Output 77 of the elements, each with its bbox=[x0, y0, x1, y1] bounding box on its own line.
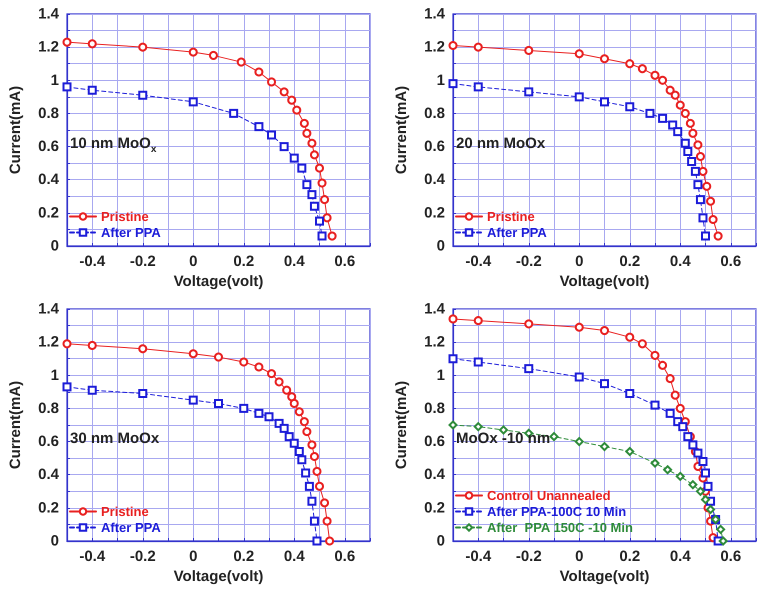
y-tick-label: 1.2 bbox=[38, 38, 59, 56]
annotation: 20 nm MoOx bbox=[456, 134, 546, 152]
x-tick-label: -0.2 bbox=[130, 253, 156, 270]
x-tick-label: -0.4 bbox=[79, 548, 106, 565]
legend-label: After PPA 150C -10 Min bbox=[487, 520, 633, 535]
y-tick-label: 1.4 bbox=[424, 300, 446, 318]
legend-label: Control Unannealed bbox=[487, 488, 611, 503]
x-tick-label: 0 bbox=[189, 253, 198, 270]
y-tick-label: 1.4 bbox=[424, 6, 446, 22]
x-tick-label: 0.6 bbox=[334, 253, 356, 270]
x-tick-label: 0.6 bbox=[334, 548, 356, 565]
x-tick-label: 0.2 bbox=[619, 253, 640, 270]
annotation: MoOx -10 nm bbox=[456, 430, 550, 447]
y-tick-label: 0 bbox=[50, 238, 59, 254]
y-tick-label: 0.2 bbox=[38, 499, 59, 516]
y-tick-label: 0.2 bbox=[38, 204, 59, 222]
y-axis-title: Current(mA) bbox=[393, 86, 410, 174]
y-tick-label: 1.2 bbox=[424, 334, 445, 351]
legend-label: After PPA-100C 10 Min bbox=[487, 504, 626, 519]
y-tick-label: 0.4 bbox=[38, 171, 60, 188]
x-tick-label: 0.6 bbox=[720, 548, 742, 565]
y-tick-label: 0 bbox=[436, 532, 445, 550]
legend-label: After PPA bbox=[101, 520, 162, 535]
y-tick-label: 0.6 bbox=[424, 138, 445, 156]
x-tick-label: 0 bbox=[575, 548, 584, 565]
x-tick-label: 0.2 bbox=[233, 548, 254, 565]
y-tick-label: 0.6 bbox=[424, 433, 445, 450]
x-tick-label: 0.2 bbox=[233, 253, 254, 270]
legend-label: Pristine bbox=[101, 504, 149, 519]
x-tick-label: 0.4 bbox=[284, 548, 306, 565]
y-tick-label: 0.8 bbox=[424, 400, 445, 417]
x-tick-label: -0.2 bbox=[516, 253, 542, 270]
x-tick-label: 0.2 bbox=[619, 548, 640, 565]
y-tick-label: 1.4 bbox=[38, 6, 60, 22]
y-tick-label: 0.4 bbox=[38, 466, 60, 484]
x-tick-label: 0.6 bbox=[720, 253, 742, 270]
y-tick-label: 1.2 bbox=[424, 38, 445, 56]
y-tick-label: 0.6 bbox=[38, 138, 59, 156]
x-tick-label: 0.4 bbox=[670, 253, 692, 270]
x-axis-title: Voltage(volt) bbox=[560, 568, 650, 585]
y-tick-label: 1.2 bbox=[38, 334, 59, 351]
y-tick-label: 1.4 bbox=[38, 300, 60, 318]
x-tick-label: -0.2 bbox=[130, 548, 156, 565]
x-tick-label: 0 bbox=[189, 548, 198, 565]
y-tick-label: 0.2 bbox=[424, 499, 445, 516]
legend-label: After PPA bbox=[487, 225, 548, 240]
legend-label: After PPA bbox=[101, 225, 162, 240]
y-tick-label: 1 bbox=[436, 72, 445, 89]
x-tick-label: -0.2 bbox=[516, 548, 542, 565]
annotation: 30 nm MoOx bbox=[70, 430, 160, 447]
x-tick-label: 0.4 bbox=[670, 548, 692, 565]
legend-label: Pristine bbox=[101, 209, 149, 224]
y-tick-label: 1 bbox=[50, 72, 59, 89]
y-tick-label: 0.8 bbox=[38, 400, 59, 417]
y-tick-label: 0.4 bbox=[424, 171, 446, 188]
y-axis-title: Current(mA) bbox=[393, 380, 410, 470]
y-tick-label: 1 bbox=[436, 366, 445, 384]
y-tick-label: 0.4 bbox=[424, 466, 446, 484]
y-tick-label: 0 bbox=[436, 238, 445, 254]
y-tick-label: 0.8 bbox=[424, 104, 445, 122]
y-tick-label: 0.6 bbox=[38, 433, 59, 450]
x-tick-label: -0.4 bbox=[465, 253, 492, 270]
legend-label: Pristine bbox=[487, 209, 535, 224]
x-tick-label: -0.4 bbox=[79, 253, 106, 270]
y-tick-label: 0.2 bbox=[424, 204, 445, 222]
x-axis-title: Voltage(volt) bbox=[560, 272, 650, 290]
x-tick-label: 0.4 bbox=[284, 253, 306, 270]
x-axis-title: Voltage(volt) bbox=[174, 272, 264, 290]
x-tick-label: 0 bbox=[575, 253, 584, 270]
y-axis-title: Current(mA) bbox=[7, 380, 24, 470]
y-tick-label: 1 bbox=[50, 366, 59, 384]
annotation: 10 nm MoO$_{x}$ bbox=[70, 134, 156, 155]
x-axis-title: Voltage(volt) bbox=[174, 568, 264, 585]
y-tick-label: 0.8 bbox=[38, 104, 59, 122]
y-axis-title: Current(mA) bbox=[7, 86, 24, 174]
x-tick-label: -0.4 bbox=[465, 548, 492, 565]
y-tick-label: 0 bbox=[50, 532, 59, 550]
